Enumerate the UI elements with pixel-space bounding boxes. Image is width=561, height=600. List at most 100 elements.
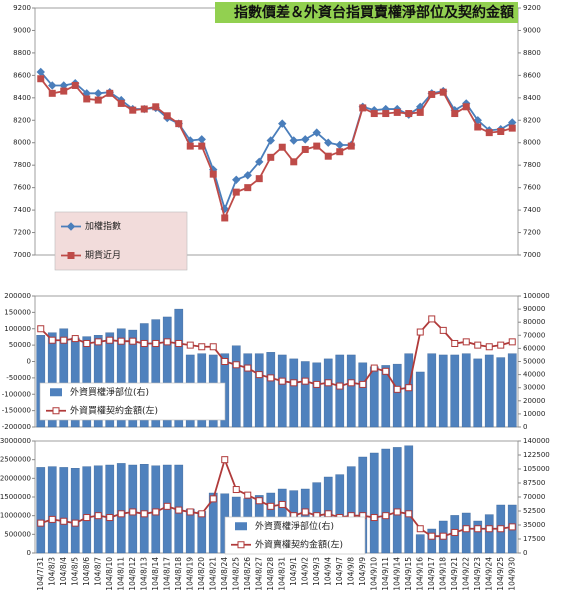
marker [382,110,390,118]
bar [105,332,115,428]
marker [186,341,194,349]
marker [152,508,160,516]
marker [267,374,275,382]
y-tick-label: 8200 [13,116,31,124]
bar [231,345,241,428]
marker [48,81,57,90]
marker [186,142,194,150]
marker [60,517,68,525]
bar [36,335,46,428]
x-tick-label: 104/9/25 [496,557,505,591]
marker [474,525,482,533]
bar [450,354,460,428]
x-tick-label: 104/9/7 [335,557,344,586]
bar [185,508,195,554]
bar [484,354,494,428]
y2-tick-label: 10000 [523,410,545,418]
y2-tick-label: 7400 [523,206,541,214]
y-tick-label: -50000 [6,374,31,382]
marker [370,110,378,118]
bar [461,512,471,554]
chart-title: 指數價差＆外資台指買賣權淨部位及契約金額 [234,4,514,21]
x-tick-label: 104/9/4 [323,557,332,586]
x-tick-label: 104/8/4 [59,557,68,586]
marker [359,104,367,112]
bar [369,366,379,428]
y-tick-label: 3000000 [0,437,31,445]
y-tick-label: 8000 [13,139,31,147]
bar [139,323,149,428]
x-tick-label: 104/8/12 [128,557,137,591]
marker [324,379,332,387]
marker [301,377,309,385]
legend-label: 期貨近月 [85,249,121,261]
x-tick-label: 104/8/14 [151,557,160,591]
y-tick-label: 8800 [13,49,31,57]
y2-tick-label: 60000 [523,344,545,352]
marker [244,364,252,372]
y-tick-label: 0 [27,549,31,557]
y-tick-label: 2000000 [0,474,31,482]
bar [427,353,437,428]
bar [404,445,414,554]
x-tick-label: 104/9/24 [484,557,493,591]
y-tick-label: 1000000 [0,512,31,520]
marker [117,337,125,345]
legend-label: 外資賣權淨部位(右) [255,520,334,532]
x-tick-label: 104/9/3 [312,557,321,586]
legend-box [224,516,366,555]
y-tick-label: 7800 [13,161,31,169]
marker [405,384,413,392]
bar [369,452,379,554]
marker [428,532,436,540]
marker [221,214,229,222]
marker [439,532,447,540]
x-tick-label: 104/8/19 [185,557,194,591]
marker [497,341,505,349]
marker [140,339,148,347]
marker [382,512,390,520]
marker [428,90,436,98]
y-tick-label: 7400 [13,206,31,214]
marker [508,523,516,531]
marker [370,514,378,522]
marker [497,525,505,533]
y2-tick-label: 8200 [523,116,541,124]
y2-tick-label: 0 [523,423,527,431]
y-tick-label: 7200 [13,229,31,237]
marker [175,120,183,128]
y-tick-label: 8600 [13,71,31,79]
marker [508,338,516,346]
x-tick-label: 104/8/13 [139,557,148,591]
x-tick-label: 104/9/16 [415,557,424,591]
bar [243,353,253,428]
marker [416,328,424,336]
marker [416,525,424,533]
marker [106,89,114,97]
marker [336,148,344,156]
marker [255,175,263,183]
bar [473,358,483,428]
marker [140,510,148,518]
marker [324,510,332,518]
marker [209,170,217,178]
marker [266,136,275,145]
marker [83,339,91,347]
marker [451,528,459,536]
x-tick-label: 104/9/18 [438,557,447,591]
x-tick-label: 104/9/11 [381,557,390,591]
marker [405,110,413,118]
legend-label: 外資賣權契約金額(左) [255,538,343,550]
marker [60,87,68,95]
marker [244,491,252,499]
y-tick-label: 200000 [4,292,31,300]
y2-tick-label: 30000 [523,384,545,392]
marker [451,339,459,347]
y2-tick-label: 7200 [523,229,541,237]
marker [152,103,160,111]
marker [60,336,68,344]
y2-tick-label: 70000 [523,331,545,339]
marker [163,502,171,510]
y-tick-label: 100000 [4,325,31,333]
marker [451,110,459,118]
